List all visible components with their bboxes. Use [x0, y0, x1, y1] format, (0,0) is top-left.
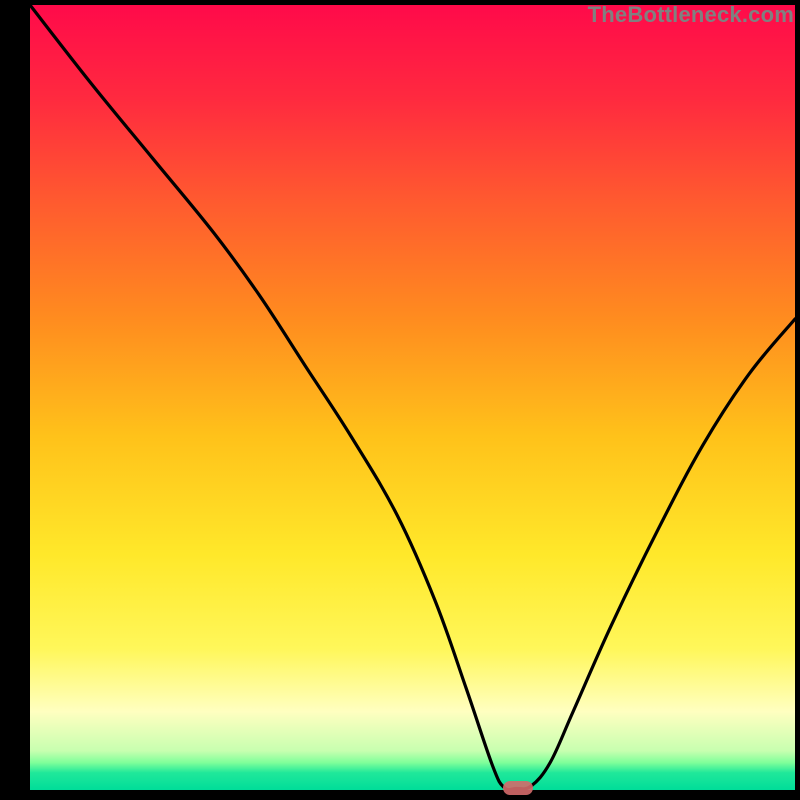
watermark-text: TheBottleneck.com	[588, 2, 794, 28]
x-axis-bar	[0, 790, 800, 800]
gradient-background	[30, 5, 795, 790]
bottleneck-chart: TheBottleneck.com	[0, 0, 800, 800]
chart-svg	[0, 0, 800, 800]
y-axis-bar	[0, 0, 30, 800]
optimum-marker	[503, 781, 533, 795]
